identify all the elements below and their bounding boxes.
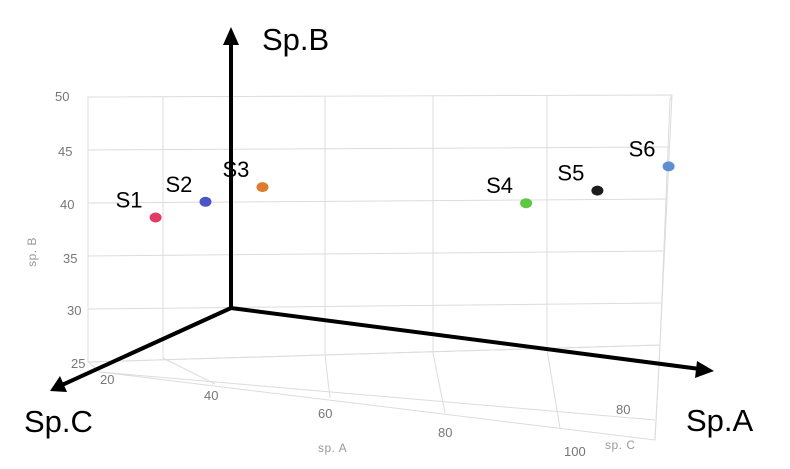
point-label-s5: S5	[557, 161, 584, 186]
c-axis-ticks: 80	[616, 402, 630, 417]
a-axis-title: sp. A	[318, 441, 347, 455]
point-label-s6: S6	[629, 136, 656, 161]
c-tick-label: 80	[616, 402, 630, 417]
sp-a-axis-label: Sp.A	[686, 403, 754, 438]
a-tick-label: 40	[204, 388, 218, 403]
point-s6	[662, 161, 675, 172]
b-tick-label: 30	[67, 303, 81, 318]
sp-b-axis-label: Sp.B	[262, 22, 329, 57]
a-tick-label: 20	[100, 372, 114, 387]
point-label-s3: S3	[223, 157, 250, 182]
point-label-s1: S1	[116, 188, 143, 213]
c-axis-title: sp. C	[605, 438, 636, 452]
data-points: S1 S2 S3 S4 S5 S6	[116, 136, 675, 223]
b-tick-label: 25	[71, 356, 85, 371]
a-tick-label: 100	[564, 444, 586, 459]
b-axis-arrowhead	[223, 27, 239, 45]
point-label-s4: S4	[486, 173, 513, 198]
point-s2	[199, 196, 212, 207]
sp-c-axis-label: Sp.C	[24, 404, 93, 439]
point-s4	[520, 198, 533, 209]
point-s5	[591, 185, 604, 196]
b-tick-label: 40	[60, 197, 74, 212]
b-tick-label: 45	[58, 144, 72, 159]
a-tick-label: 60	[318, 406, 332, 421]
b-tick-label: 35	[63, 251, 77, 266]
b-axis-title: sp. B	[25, 237, 39, 267]
c-axis-arrowhead	[50, 376, 67, 392]
a-axis-arrowhead	[695, 361, 714, 378]
a-axis-ticks: 20 40 60 80 100	[100, 372, 586, 459]
a-axis-line	[230, 306, 701, 371]
b-tick-label: 50	[55, 89, 69, 104]
back-wall-grid	[87, 94, 673, 363]
main-axes	[50, 27, 714, 392]
c-axis-line	[61, 306, 232, 387]
point-label-s2: S2	[166, 172, 193, 197]
point-s1	[149, 212, 162, 223]
point-s3	[256, 182, 269, 193]
a-tick-label: 80	[438, 425, 452, 440]
b-axis-ticks: 50 45 40 35 30 25	[55, 89, 85, 371]
floor-grid	[86, 344, 661, 441]
